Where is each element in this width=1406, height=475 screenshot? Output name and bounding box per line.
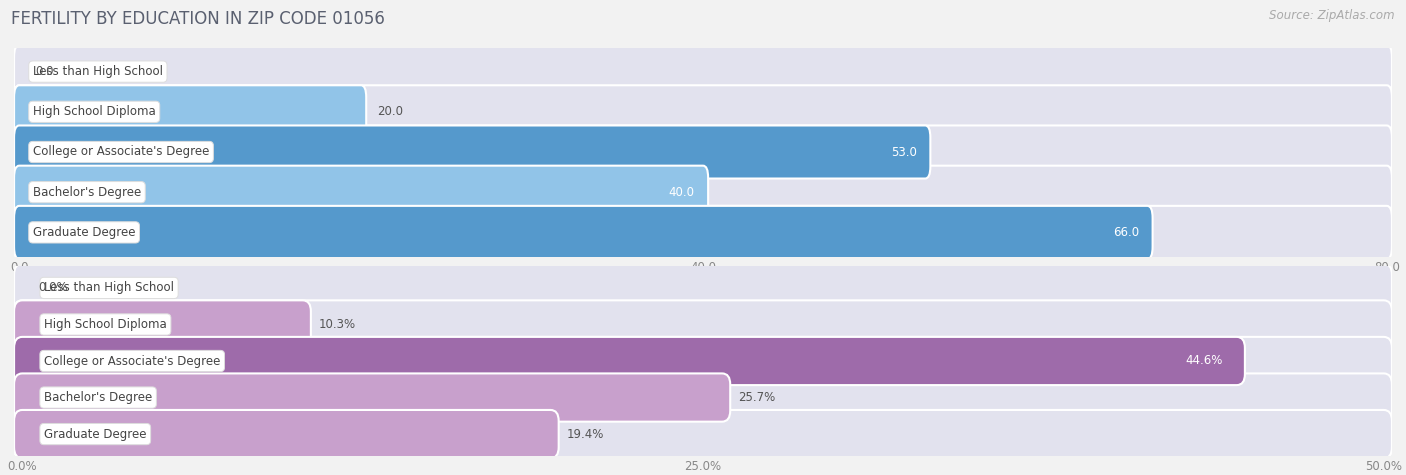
FancyBboxPatch shape [14,300,311,349]
FancyBboxPatch shape [14,125,1392,179]
Text: Bachelor's Degree: Bachelor's Degree [32,186,141,199]
FancyBboxPatch shape [14,166,709,218]
Text: 25.7%: 25.7% [738,391,776,404]
Text: Less than High School: Less than High School [32,65,163,78]
Text: College or Associate's Degree: College or Associate's Degree [32,145,209,159]
Text: 19.4%: 19.4% [567,428,605,441]
FancyBboxPatch shape [14,166,1392,218]
Text: High School Diploma: High School Diploma [32,105,156,118]
Text: 53.0: 53.0 [891,145,917,159]
Text: 44.6%: 44.6% [1185,354,1223,368]
FancyBboxPatch shape [14,373,730,422]
Text: 40.0: 40.0 [668,186,695,199]
FancyBboxPatch shape [14,410,558,458]
Text: High School Diploma: High School Diploma [44,318,167,331]
Text: Source: ZipAtlas.com: Source: ZipAtlas.com [1270,10,1395,22]
Text: Graduate Degree: Graduate Degree [32,226,135,239]
Text: FERTILITY BY EDUCATION IN ZIP CODE 01056: FERTILITY BY EDUCATION IN ZIP CODE 01056 [11,10,385,28]
Text: 66.0: 66.0 [1112,226,1139,239]
FancyBboxPatch shape [14,206,1392,259]
Text: Bachelor's Degree: Bachelor's Degree [44,391,152,404]
FancyBboxPatch shape [14,206,1153,259]
FancyBboxPatch shape [14,337,1392,385]
FancyBboxPatch shape [14,337,1244,385]
FancyBboxPatch shape [14,300,1392,349]
FancyBboxPatch shape [14,86,1392,138]
Text: 10.3%: 10.3% [319,318,356,331]
Text: Graduate Degree: Graduate Degree [44,428,146,441]
FancyBboxPatch shape [14,125,931,179]
FancyBboxPatch shape [14,45,1392,98]
FancyBboxPatch shape [14,373,1392,422]
Text: 0.0: 0.0 [35,65,53,78]
Text: 20.0: 20.0 [377,105,404,118]
Text: College or Associate's Degree: College or Associate's Degree [44,354,221,368]
Text: Less than High School: Less than High School [44,281,174,294]
FancyBboxPatch shape [14,410,1392,458]
FancyBboxPatch shape [14,264,1392,312]
Text: 0.0%: 0.0% [38,281,69,294]
FancyBboxPatch shape [14,86,366,138]
